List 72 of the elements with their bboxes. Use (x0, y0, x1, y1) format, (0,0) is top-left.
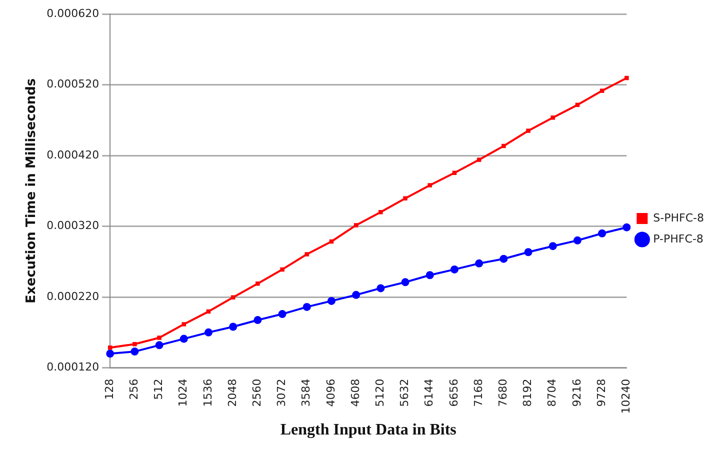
point (180, 334, 188, 343)
y-axis-title: Execution Time in Milliseconds (24, 78, 40, 304)
point (157, 336, 162, 340)
x-tick-label: 7168 (472, 378, 485, 407)
x-tick-label: 4096 (324, 378, 338, 407)
point (229, 322, 238, 331)
x-tick-label: 5632 (398, 378, 412, 407)
point (304, 252, 309, 256)
point (327, 296, 336, 305)
x-tick-label: 9216 (570, 378, 584, 407)
y-tick-label: 0.000620 (46, 6, 100, 20)
x-tick-label: 4608 (348, 378, 362, 407)
x-tick-label: 7680 (496, 378, 510, 407)
point (155, 341, 164, 350)
x-tick-label: 1024 (176, 378, 190, 407)
legend-label: S-PHFC-8 (653, 211, 704, 224)
y-tick-label: 0.000220 (46, 290, 100, 303)
y-tick-label: 0.000120 (46, 360, 100, 374)
x-tick-label: 3584 (300, 378, 313, 407)
x-tick-label: 9728 (594, 378, 608, 407)
point (352, 290, 360, 299)
point (130, 348, 139, 356)
x-tick-label: 128 (102, 378, 116, 400)
x-tick-label: 512 (152, 378, 166, 400)
point (204, 328, 212, 336)
point (354, 223, 358, 228)
y-tick-label: 0.000320 (46, 219, 100, 232)
point (500, 254, 508, 263)
point (254, 316, 262, 324)
point (598, 229, 606, 238)
point (450, 265, 458, 274)
point (475, 259, 484, 268)
point (378, 210, 383, 214)
x-tick-label: 3072 (275, 378, 288, 407)
point (526, 128, 530, 133)
x-tick-label: 2048 (226, 378, 239, 407)
x-tick-label: 8704 (546, 378, 559, 407)
point (548, 242, 557, 250)
point (600, 88, 604, 93)
point (452, 170, 457, 175)
point (108, 346, 112, 350)
point (280, 267, 284, 272)
x-tick-label: 8192 (521, 378, 534, 407)
point (278, 310, 286, 318)
legend-label: P-PHFC-8 (653, 232, 704, 246)
point (624, 76, 629, 80)
point (524, 248, 532, 256)
point (573, 236, 582, 244)
point (502, 144, 506, 148)
y-tick-label: 0.000420 (46, 148, 100, 162)
x-tick-label: 6656 (447, 378, 460, 407)
point (403, 196, 408, 200)
point (302, 302, 311, 311)
x-axis-title: Length Input Data in Bits (280, 422, 456, 439)
x-tick-label: 256 (128, 378, 141, 400)
x-tick-label: 6144 (422, 378, 436, 407)
point (428, 183, 432, 188)
y-tick-label: 0.000520 (46, 78, 100, 91)
point (426, 271, 434, 280)
x-tick-label: 10240 (620, 378, 633, 414)
x-tick-label: 2560 (250, 378, 264, 407)
point (622, 223, 631, 232)
point (401, 278, 410, 286)
x-tick-label: 1536 (201, 378, 214, 407)
point (476, 158, 482, 162)
point (376, 284, 385, 292)
point (132, 342, 137, 346)
point (182, 322, 186, 326)
point (256, 281, 260, 286)
x-tick-label: 5120 (374, 378, 387, 407)
point (106, 350, 114, 358)
point (550, 116, 555, 120)
